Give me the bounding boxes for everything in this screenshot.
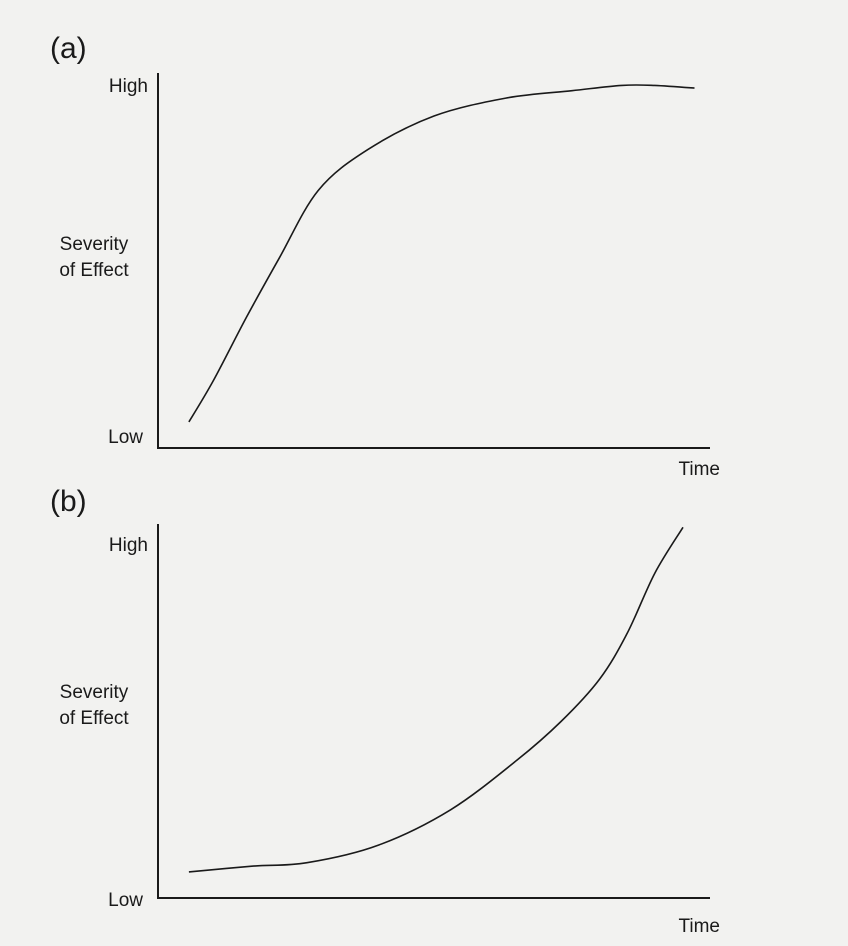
panel-label: (b) [50, 485, 87, 518]
series-line [188, 526, 684, 873]
y-axis-label-line1: Severity [60, 682, 129, 703]
y-axis-label-line2: of Effect [59, 260, 129, 281]
series-line [188, 84, 695, 423]
x-axis-label: Time [678, 916, 720, 937]
y-tick-high: High [109, 535, 148, 556]
y-tick-low: Low [108, 890, 143, 911]
y-axis-label-line1: Severity [60, 234, 129, 255]
y-axis-label-line2: of Effect [59, 708, 129, 729]
x-axis-label: Time [678, 459, 720, 480]
panel-label: (a) [50, 32, 87, 65]
panel-a: (a) High Low Severity of Effect Time [50, 32, 720, 480]
panel-b: (b) High Low Severity of Effect Time [50, 485, 720, 937]
y-tick-high: High [109, 76, 148, 97]
y-tick-low: Low [108, 427, 143, 448]
axes [157, 73, 710, 449]
axes [157, 524, 710, 899]
